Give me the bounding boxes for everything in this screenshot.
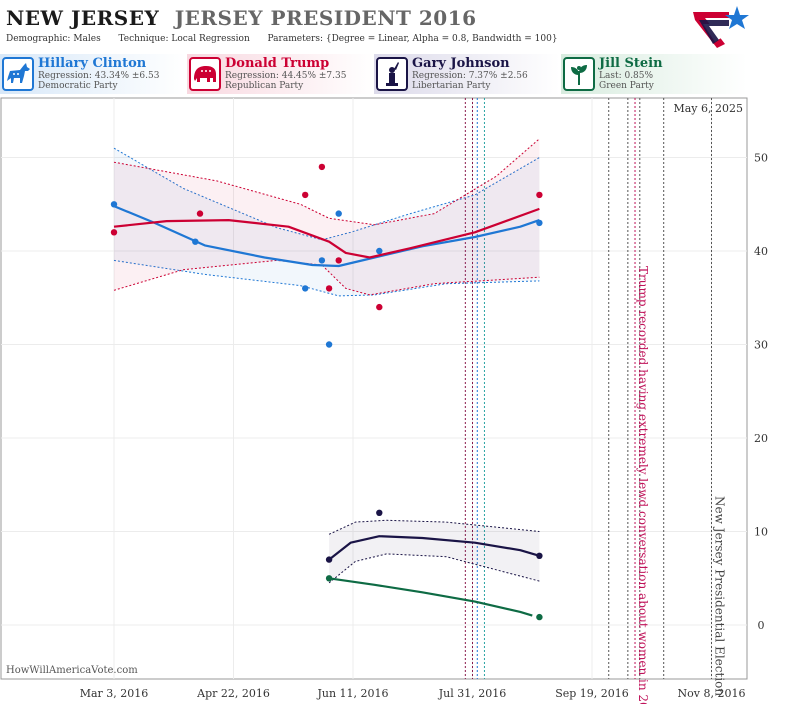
poll-point — [302, 191, 309, 199]
state-name: NEW JERSEY — [6, 6, 160, 30]
plant-icon — [563, 57, 595, 91]
elephant-icon — [189, 57, 221, 91]
y-tick-label: 0 — [758, 619, 765, 632]
x-tick-label: Sep 19, 2016 — [555, 687, 629, 700]
poll-point — [318, 257, 326, 264]
candidate-stein: Jill Stein Last: 0.85% Green Party — [561, 54, 747, 94]
y-tick-label: 20 — [754, 432, 768, 445]
trend-line — [113, 205, 540, 268]
confidence-upper-line — [328, 519, 540, 535]
polling-chart: Mar 3, 2016 Apr 22, 2016 Jun 11, 2016 Jul 3… — [0, 97, 768, 704]
x-tick-label: Mar 3, 2016 — [80, 687, 149, 700]
poll-point — [376, 509, 383, 516]
demographic-value: Males — [73, 34, 101, 44]
technique-label: Technique: — [118, 34, 169, 44]
candidate-party: Republican Party — [225, 81, 304, 91]
candidate-party: Democratic Party — [38, 81, 118, 91]
confidence-lower-line — [328, 553, 540, 584]
poll-point — [376, 303, 383, 311]
donkey-icon — [2, 57, 34, 91]
poll-point — [302, 285, 309, 292]
parameters-label: Parameters: — [267, 34, 323, 44]
poll-point — [335, 210, 342, 217]
y-tick-label: 50 — [754, 152, 768, 165]
candidate-party: Libertarian Party — [412, 81, 491, 91]
candidate-johnson: Gary Johnson Regression: 7.37% ±2.56 Lib… — [374, 54, 560, 94]
candidate-name: Jill Stein — [599, 56, 663, 71]
technique-value: Local Regression — [171, 34, 250, 44]
annotation-label: Trump recorded having extremely lewd con… — [636, 266, 650, 704]
poll-point — [536, 219, 543, 227]
candidate-clinton: Hillary Clinton Regression: 43.34% ±6.53… — [0, 54, 186, 94]
parameters-value: {Degree = Linear, Alpha = 0.8, Bandwidth… — [325, 34, 558, 44]
poll-point — [110, 229, 118, 236]
x-tick-label: Apr 22, 2016 — [196, 687, 270, 700]
liberty-icon — [376, 57, 408, 91]
x-tick-label: Nov 8, 2016 — [678, 687, 746, 700]
candidate-stat: Regression: 7.37% ±2.56 — [412, 71, 528, 81]
x-tick-label: Jul 31, 2016 — [438, 687, 507, 700]
confidence-lower-line — [113, 259, 540, 297]
poll-point — [536, 191, 543, 199]
poll-point — [318, 163, 326, 171]
candidate-trump: Donald Trump Regression: 44.45% ±7.35 Re… — [187, 54, 373, 94]
candidate-stat: Regression: 43.34% ±6.53 — [38, 71, 160, 81]
poll-point — [192, 238, 199, 245]
page-title: NEW JERSEY JERSEY PRESIDENT 2016 — [6, 6, 477, 30]
poll-point — [325, 556, 333, 563]
poll-point — [536, 552, 543, 559]
date-stamp: May 6, 2025 — [673, 102, 743, 115]
confidence-upper-line — [113, 147, 540, 241]
candidate-name: Gary Johnson — [412, 56, 510, 71]
poll-point — [110, 201, 118, 208]
trend-line — [113, 207, 540, 259]
trend-line — [328, 577, 533, 617]
annotation-label: New Jersey Presidential Election — [713, 496, 727, 696]
poll-point — [325, 575, 333, 582]
poll-point — [325, 285, 333, 292]
y-tick-label: 30 — [754, 339, 768, 352]
y-tick-label: 10 — [754, 526, 768, 539]
confidence-lower-line — [113, 259, 540, 296]
poll-point — [376, 247, 383, 255]
candidate-party: Green Party — [599, 81, 654, 91]
candidate-legend: Hillary Clinton Regression: 43.34% ±6.53… — [0, 54, 789, 94]
x-tick-label: Jun 11, 2016 — [316, 687, 388, 700]
trend-line — [328, 535, 540, 561]
candidate-name: Donald Trump — [225, 56, 330, 71]
demographic-label: Demographic: — [6, 34, 71, 44]
y-tick-label: 40 — [754, 245, 768, 258]
poll-point — [335, 257, 342, 264]
race-name: JERSEY PRESIDENT 2016 — [174, 6, 477, 30]
watermark: HowWillAmericaVote.com — [6, 665, 138, 676]
poll-point — [536, 613, 543, 621]
candidate-stat: Regression: 44.45% ±7.35 — [225, 71, 347, 81]
candidate-name: Hillary Clinton — [38, 56, 147, 71]
confidence-band — [114, 148, 540, 296]
site-logo — [693, 6, 749, 48]
candidate-stat: Last: 0.85% — [599, 71, 654, 81]
parameters-line: Demographic: Males Technique: Local Regr… — [6, 34, 558, 44]
confidence-band — [114, 138, 540, 295]
plot-frame — [0, 97, 748, 680]
poll-point — [196, 210, 204, 217]
poll-point — [325, 341, 333, 348]
